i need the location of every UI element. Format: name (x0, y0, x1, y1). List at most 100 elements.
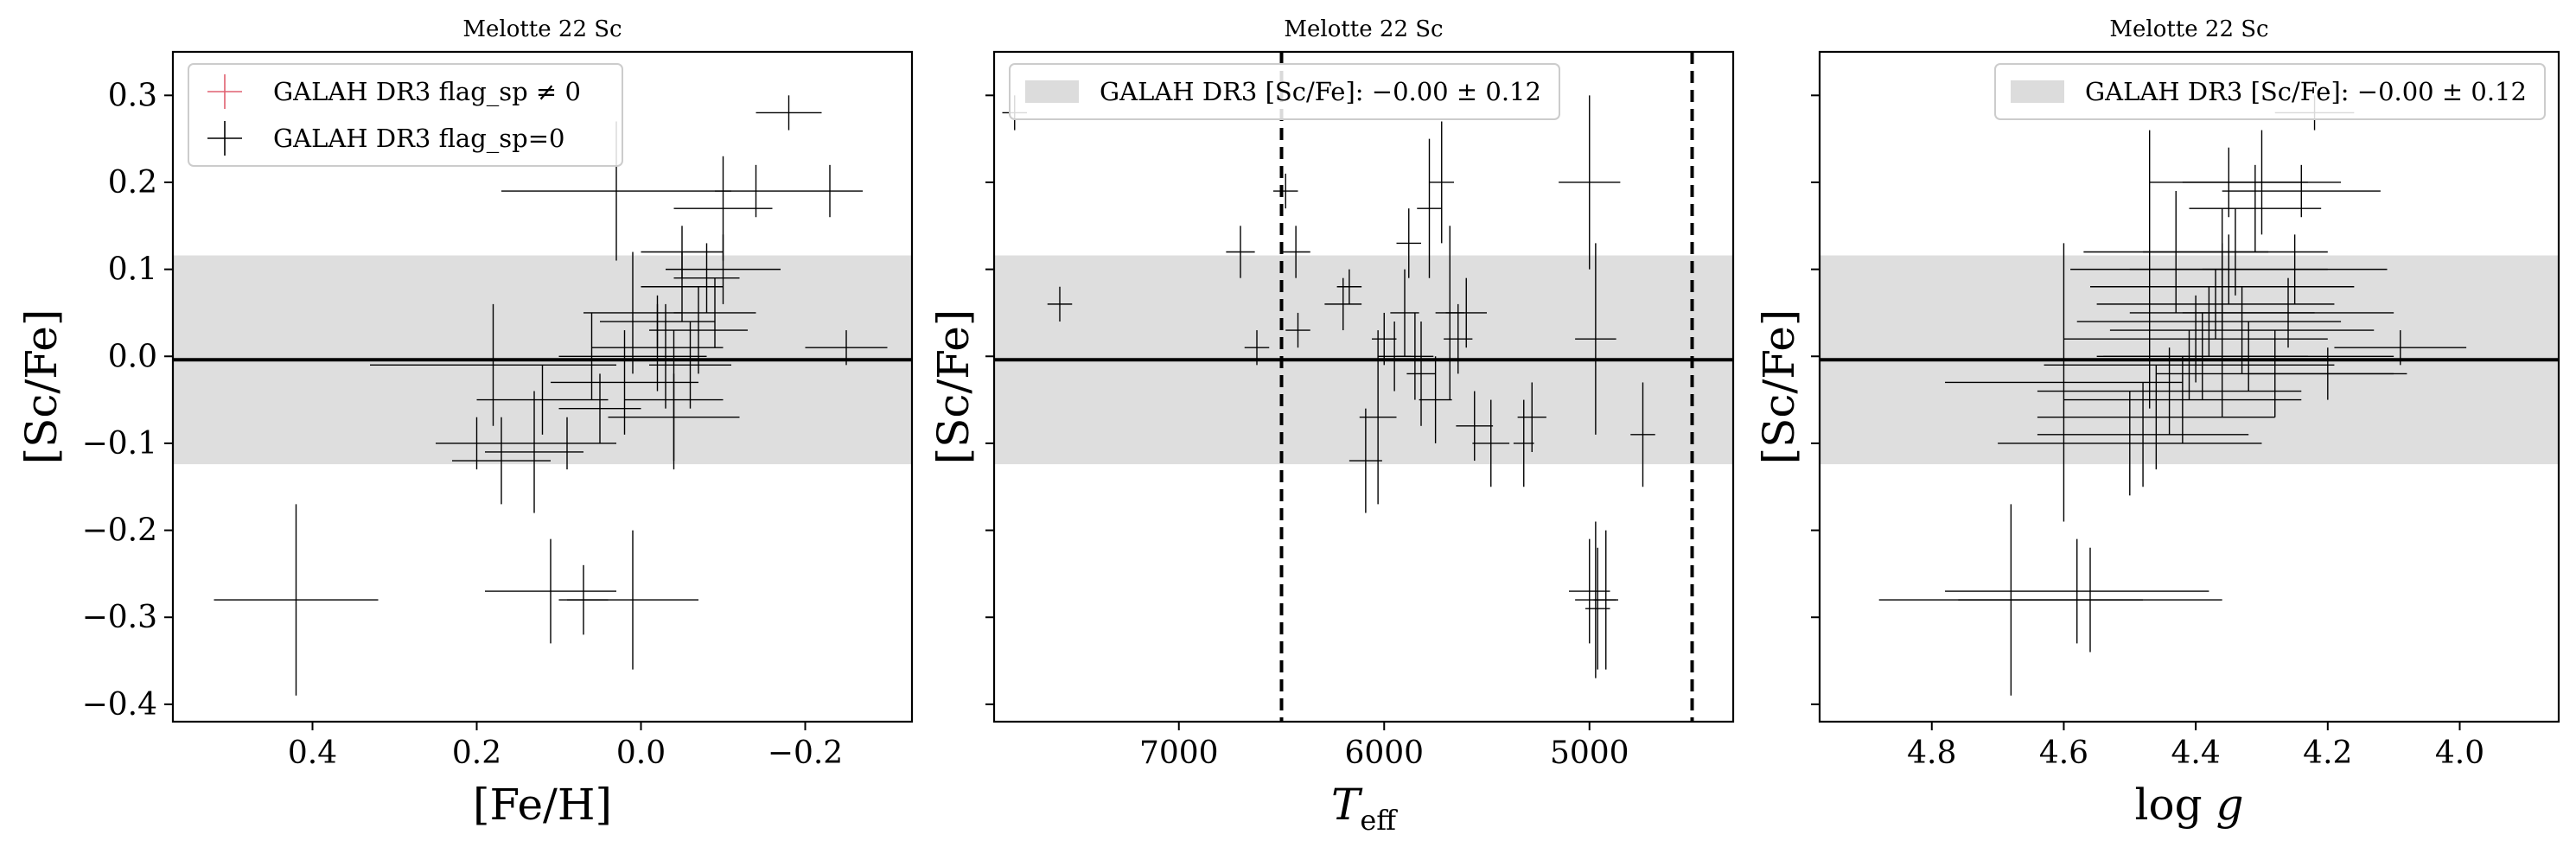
legend-label: GALAH DR3 flag_sp ≠ 0 (273, 77, 581, 107)
data-point (673, 277, 756, 348)
y-tick-label: −0.4 (82, 687, 157, 723)
data-point (1396, 312, 1434, 400)
y-axis-label: [Sc/Fe] (16, 309, 67, 465)
axes-frame (171, 50, 914, 723)
data-point (1998, 391, 2262, 496)
x-axis-label: log g (2134, 780, 2243, 830)
legend: GALAH DR3 [Sc/Fe]: −0.00 ± 0.12 (1994, 63, 2546, 120)
legend-box (1009, 63, 1560, 120)
data-point (600, 295, 715, 348)
panel-title: Melotte 22 Sc (2109, 16, 2268, 42)
data-point (649, 322, 731, 409)
data-point (1047, 286, 1073, 322)
data-point (214, 504, 379, 696)
data-point (624, 303, 707, 409)
legend: GALAH DR3 [Sc/Fe]: −0.00 ± 0.12 (1009, 63, 1560, 120)
data-point (673, 243, 740, 313)
axes-frame (992, 50, 1735, 723)
data-point (1349, 408, 1382, 513)
data-point (624, 330, 724, 470)
data-point (567, 530, 698, 670)
data-point (485, 538, 616, 644)
data-point (1593, 530, 1618, 670)
data-point (2076, 286, 2342, 357)
legend-label: GALAH DR3 [Sc/Fe]: −0.00 ± 0.12 (1100, 77, 1541, 106)
x-tick-label: 4.0 (2435, 736, 2484, 771)
data-point (1445, 277, 1487, 348)
data-point (1281, 226, 1310, 278)
data-point (1559, 95, 1621, 270)
y-tick-label: 0.1 (108, 252, 157, 288)
data-point (2222, 164, 2381, 218)
y-tick-label: −0.2 (82, 513, 157, 549)
data-point (1285, 312, 1310, 348)
x-axis-label-main: log (2134, 780, 2216, 830)
plot-area (173, 95, 912, 696)
legend-cross-marker (207, 121, 242, 156)
data-point (1456, 391, 1494, 462)
x-tick-label: 4.2 (2303, 736, 2352, 771)
data-point (1575, 243, 1616, 435)
data-point (1417, 138, 1442, 278)
x-tick-label: 4.8 (1907, 736, 1956, 771)
x-axis-label: Teff (1331, 780, 1398, 837)
legend-box (1994, 63, 2546, 120)
data-point (476, 365, 609, 435)
x-tick-label: 5000 (1550, 736, 1629, 771)
panel-title: Melotte 22 Sc (462, 16, 622, 42)
data-point (797, 164, 863, 218)
data-point (2189, 164, 2322, 252)
data-point (1958, 547, 2222, 653)
data-point (558, 373, 641, 443)
y-tick-label: 0.0 (108, 339, 157, 374)
legend-label: GALAH DR3 flag_sp=0 (273, 124, 564, 154)
y-axis-label: [Sc/Fe] (1754, 309, 1804, 465)
x-tick-label: 0.4 (288, 736, 337, 771)
data-point (1273, 173, 1298, 209)
x-tick-label: 6000 (1344, 736, 1424, 771)
data-point (2083, 191, 2269, 313)
data-point (1513, 399, 1534, 487)
data-point (666, 234, 781, 304)
data-point (1406, 322, 1436, 426)
data-point (558, 312, 625, 400)
data-point (2037, 347, 2302, 435)
plot-area (1820, 95, 2559, 696)
data-point (2070, 130, 2229, 409)
y-tick-label: −0.1 (82, 426, 157, 462)
data-point (2149, 147, 2308, 218)
data-point (2248, 347, 2407, 400)
plot-area (994, 52, 1733, 722)
data-point (1472, 399, 1510, 487)
panel-2: 7000 6000 5000 Melotte 22 Sc Teff [Sc/Fe] GALA… (928, 16, 1735, 837)
legend-patch (2011, 80, 2064, 103)
data-point (1419, 356, 1452, 443)
data-point (2129, 208, 2315, 417)
legend: GALAH DR3 flag_sp ≠ 0 GALAH DR3 flag_sp=0 (188, 63, 623, 167)
data-point (2063, 295, 2328, 383)
legend-label: GALAH DR3 [Sc/Fe]: −0.00 ± 0.12 (2085, 77, 2527, 106)
x-tick-label: 0.0 (616, 736, 666, 771)
panel-3: 4.8 4.6 4.4 4.2 4.0 Melotte 22 Sc log g [Sc/Fe]… (1754, 16, 2560, 830)
y-tick-label: −0.3 (82, 600, 157, 635)
axes-frame (1818, 50, 2560, 723)
y-tick-label: 0.2 (108, 165, 157, 201)
legend-cross-marker (207, 74, 242, 109)
data-point (1429, 121, 1454, 244)
x-axis-label-var: g (2216, 780, 2243, 830)
data-point (2103, 322, 2394, 392)
data-point (1630, 382, 1655, 487)
x-tick-label: 0.2 (452, 736, 501, 771)
data-point (2037, 365, 2275, 470)
y-axis-label: [Sc/Fe] (928, 309, 979, 465)
data-point (1396, 208, 1421, 278)
x-axis-label: [Fe/H] (473, 780, 612, 830)
x-tick-label: 7000 (1139, 736, 1219, 771)
data-point (1336, 269, 1362, 304)
data-point (1569, 538, 1610, 644)
legend-box (188, 63, 623, 167)
y-tick-label: 0.3 (108, 78, 157, 113)
data-point (1517, 382, 1546, 452)
panel-title: Melotte 22 Sc (1284, 16, 1443, 42)
